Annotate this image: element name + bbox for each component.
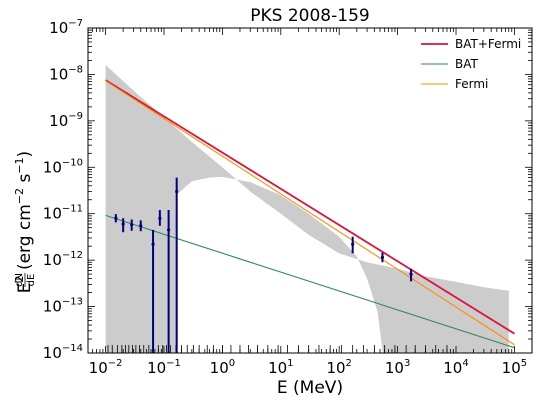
point-marker: [409, 272, 413, 276]
model-lines: [105, 79, 515, 349]
x-tick-label: 103: [385, 358, 410, 377]
legend: BAT+Fermi BAT Fermi: [421, 37, 521, 91]
y-tick-label: 10−8: [49, 64, 83, 83]
x-axis-label: E (MeV): [277, 378, 343, 398]
data-point: [158, 210, 162, 226]
data-points: [114, 177, 413, 353]
x-tick-label: 101: [268, 358, 293, 377]
svg-text:E2 (erg cm−2 s−1): E2 (erg cm−2 s−1): [13, 151, 35, 293]
y-tick-label: 10−12: [43, 250, 83, 269]
legend-label: BAT: [455, 57, 479, 71]
ylabel-frac-den: dE: [26, 274, 37, 287]
ylabel-mid: s: [15, 174, 35, 188]
point-marker: [139, 224, 143, 228]
data-point: [114, 214, 118, 223]
x-tick-label: 104: [443, 358, 468, 377]
point-marker: [151, 242, 155, 246]
confidence-band: [105, 65, 509, 353]
ylabel-frac-num: dN: [14, 273, 25, 287]
point-marker: [167, 228, 171, 232]
data-point: [351, 236, 355, 254]
y-tick-label: 10−10: [43, 157, 83, 176]
legend-label: BAT+Fermi: [455, 37, 521, 51]
point-marker: [121, 222, 125, 226]
ylabel-paren-open: (erg cm: [15, 204, 35, 270]
axes-frame: [87, 27, 533, 354]
point-marker: [380, 255, 385, 259]
x-tick-label: 10−1: [147, 358, 181, 377]
band-region: [105, 65, 509, 353]
plot-frame: [87, 27, 533, 354]
ylabel-prefix-sup: 2: [13, 275, 26, 282]
point-marker: [130, 223, 134, 227]
ylabel-exp1: −2: [13, 188, 26, 204]
series-line-fermi: [105, 80, 515, 346]
ylabel-exp2: −1: [13, 157, 26, 173]
y-tick-label: 10−11: [43, 204, 83, 223]
x-tick-label: 105: [502, 358, 527, 377]
ylabel-prefix: E: [15, 282, 35, 293]
point-marker: [175, 189, 179, 194]
y-axis-label: E2 (erg cm−2 s−1) dN dE: [13, 151, 37, 293]
y-tick-label: 10−14: [43, 343, 83, 362]
ylabel-paren-close: ): [15, 151, 35, 158]
ylabel-fraction: dN dE: [14, 273, 37, 287]
point-marker: [158, 216, 162, 220]
axis-ticks: 10−2 10−1 100 101 102 103 104 105 10−14 10−13 10−1…: [43, 18, 533, 377]
x-tick-label: 100: [210, 358, 235, 377]
legend-entry: BAT+Fermi: [421, 37, 521, 51]
data-point: [151, 229, 155, 353]
data-point: [380, 252, 385, 263]
data-point: [175, 177, 179, 353]
series-line-bat-fermi: [105, 79, 515, 335]
y-tick-label: 10−9: [49, 111, 83, 130]
y-tick-label: 10−7: [49, 18, 83, 37]
data-point: [130, 219, 134, 231]
legend-entry: Fermi: [421, 77, 488, 91]
data-point: [167, 210, 171, 353]
data-point: [139, 220, 143, 232]
chart-title: PKS 2008-159: [250, 6, 369, 26]
data-point: [409, 268, 413, 282]
x-tick-label: 102: [326, 358, 351, 377]
legend-entry: BAT: [421, 57, 479, 71]
y-tick-label: 10−13: [43, 297, 83, 316]
series-line-bat: [105, 214, 515, 349]
point-marker: [114, 216, 118, 220]
legend-label: Fermi: [455, 77, 488, 91]
x-tick-label: 10−2: [89, 358, 123, 377]
data-point: [121, 218, 125, 233]
point-marker: [351, 242, 355, 246]
